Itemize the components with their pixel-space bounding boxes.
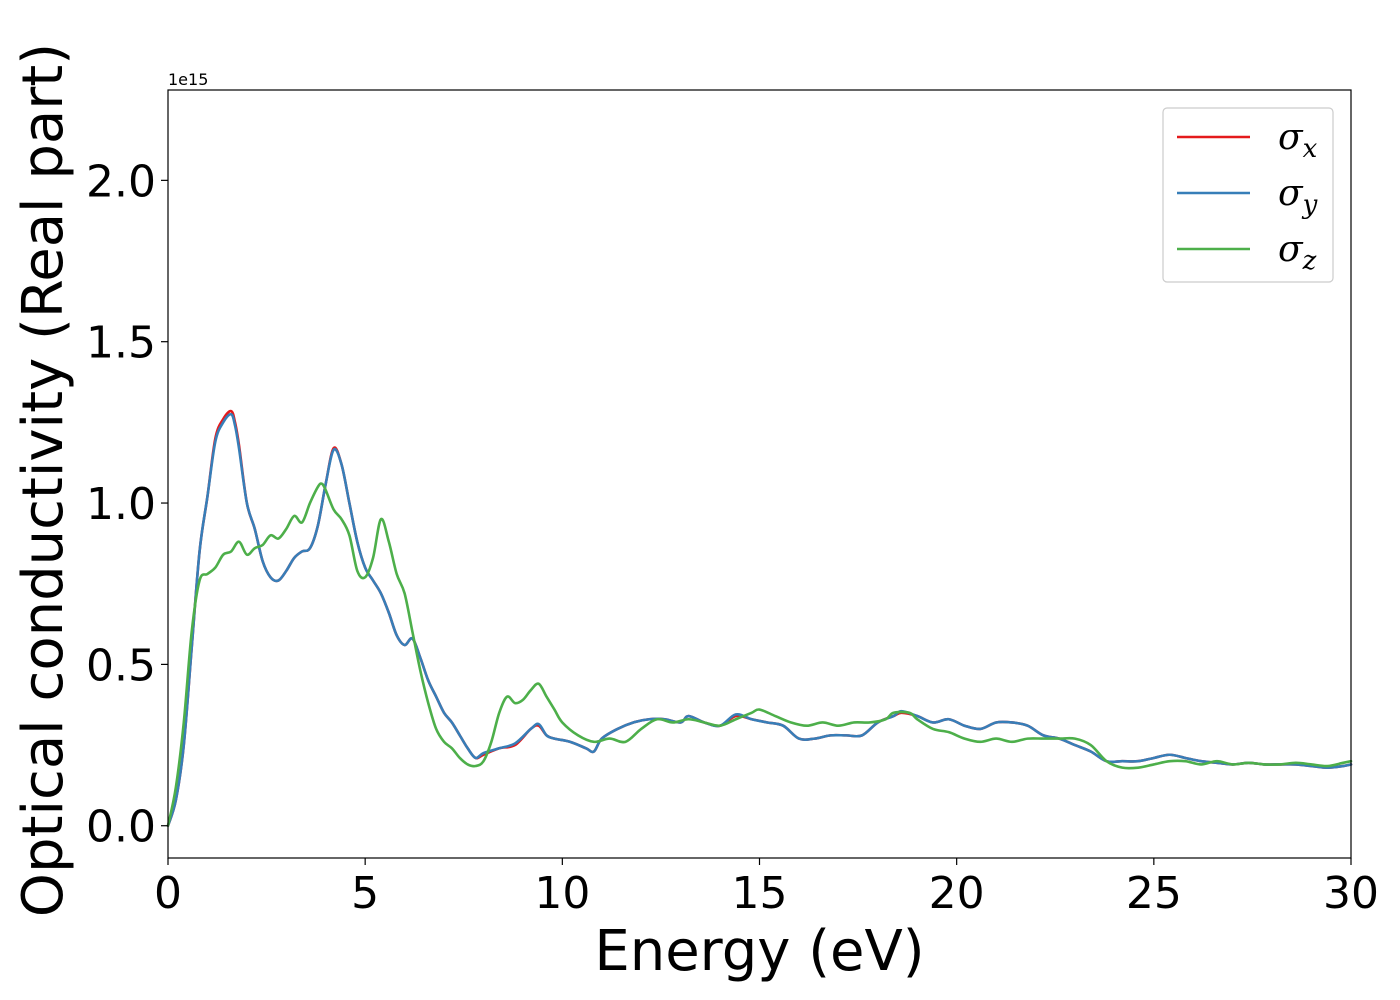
y-tick-label: 2.0 <box>86 156 156 207</box>
x-tick-label: 30 <box>1323 868 1379 919</box>
x-axis-title: Energy (eV) <box>594 919 924 984</box>
x-tick-label: 5 <box>351 868 379 919</box>
y-offset-label: 1e15 <box>168 70 208 89</box>
x-tick-label: 25 <box>1126 868 1182 919</box>
x-axis: 0 5 10 15 20 25 30 <box>154 858 1379 919</box>
legend-label-y: σy <box>1278 173 1318 220</box>
x-tick-label: 15 <box>732 868 788 919</box>
series-line-y <box>166 412 1353 828</box>
x-tick-label: 10 <box>534 868 590 919</box>
y-tick-label: 0.0 <box>86 802 156 853</box>
y-tick-label: 0.5 <box>86 640 156 691</box>
legend-label-z: σz <box>1278 229 1317 276</box>
x-tick-label: 20 <box>929 868 985 919</box>
legend-box <box>1162 107 1334 283</box>
series-layer <box>166 409 1353 828</box>
y-tick-label: 1.5 <box>86 318 156 369</box>
y-axis: 0.0 0.5 1.0 1.5 2.0 <box>86 156 168 853</box>
x-tick-label: 0 <box>154 868 182 919</box>
legend: σx σy σz <box>1162 107 1334 283</box>
y-axis-title: Optical conductivity (Real part) <box>11 43 76 917</box>
y-tick-label: 1.0 <box>86 479 156 530</box>
series-line-z <box>166 482 1353 828</box>
legend-label-x: σx <box>1278 117 1318 164</box>
